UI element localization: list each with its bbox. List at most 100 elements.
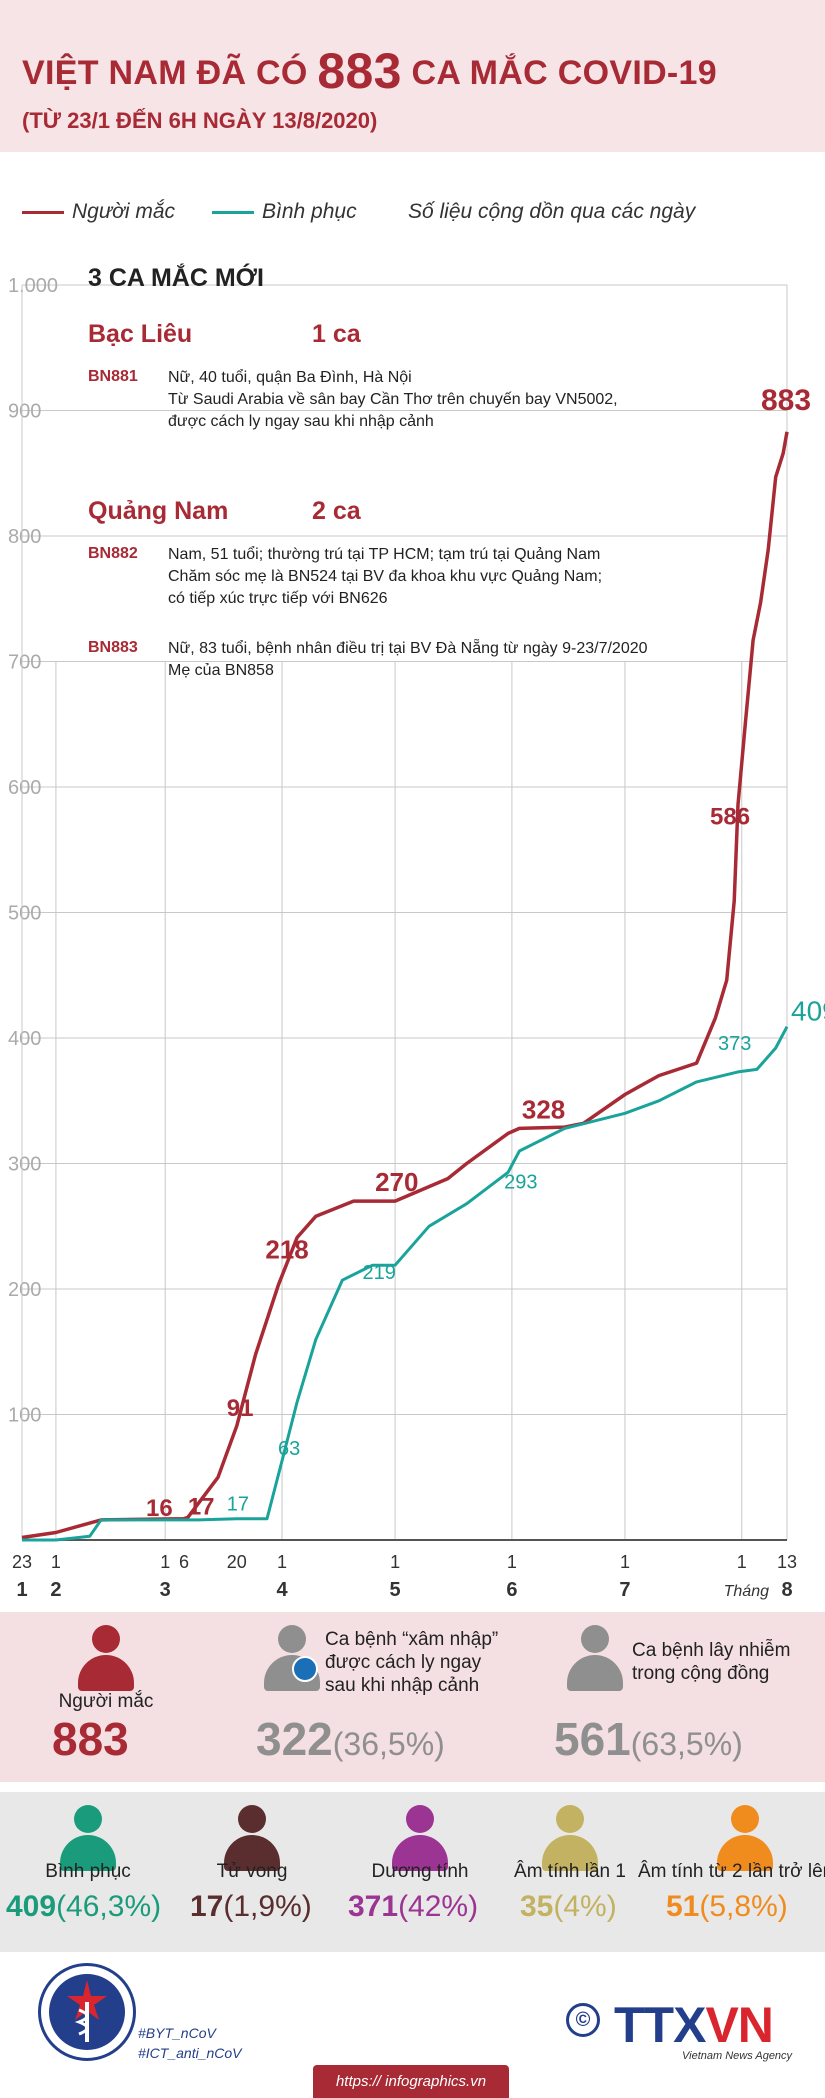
stat-label-line: sau khi nhập cảnh [325,1675,480,1696]
globe-icon [292,1656,318,1682]
x-axis-word: Tháng [724,1583,769,1600]
stat-label-line: được cách ly ngay [325,1652,482,1673]
person-icon [58,1805,118,1871]
patient-info: Nam, 51 tuổi; thường trú tại TP HCM; tạm… [168,544,602,610]
stat-value-group: 371(42%) [348,1890,478,1924]
x-tick-month: 2 [50,1579,61,1601]
stat-label: Bình phục [45,1861,131,1882]
x-tick-day: 1 [737,1552,747,1572]
header-band [0,0,825,152]
stat-value: 409 [6,1890,57,1923]
province-bac-lieu: Bạc Liêu [88,320,193,348]
data-label: 16 [146,1495,173,1522]
legend-recovered-label: Bình phục [262,200,357,223]
legend-recovered-swatch [212,210,254,214]
data-label: 373 [718,1033,751,1055]
data-label: 293 [504,1171,537,1193]
y-tick-label: 600 [8,777,41,799]
series-line-cases [21,431,789,1540]
person-icon [76,1625,136,1691]
stat-pct: (46,3%) [56,1890,162,1923]
legend-recovered: Bình phục [212,200,357,224]
province-quang-nam: Quảng Nam [88,497,229,525]
hashtags: #BYT_nCoV #ICT_anti_nCoV [138,2023,242,2063]
hashtag: #BYT_nCoV [138,2025,216,2041]
province-count: 1 ca [312,320,361,348]
patient-line: Nữ, 83 tuổi, bệnh nhân điều trị tại BV Đ… [168,640,648,657]
y-tick-label: 1.000 [8,275,58,297]
page-subtitle: (TỪ 23/1 ĐẾN 6H NGÀY 13/8/2020) [22,108,378,133]
stat-pct: (42%) [398,1890,479,1923]
y-tick-label: 400 [8,1028,41,1050]
ministry-of-health-seal-icon [38,1963,136,2061]
y-tick-label: 800 [8,526,41,548]
x-tick-month: 4 [276,1579,288,1601]
stat-pct: (5,8%) [699,1890,788,1923]
patient-code: BN882 [88,545,138,562]
stat-pct: (1,9%) [223,1890,312,1923]
x-tick-day: 20 [227,1552,247,1572]
data-label: 63 [278,1438,300,1460]
copyright-icon: © [566,2003,600,2037]
patient-info: Nữ, 83 tuổi, bệnh nhân điều trị tại BV Đ… [168,638,648,682]
patient-line: Từ Saudi Arabia về sân bay Cần Thơ trên … [168,391,618,408]
title-number: 883 [317,43,402,99]
stat-label: Dương tính [371,1861,469,1882]
x-tick-day: 1 [277,1552,287,1572]
stat-value: 371 [348,1890,399,1923]
patient-line: Nam, 51 tuổi; thường trú tại TP HCM; tạm… [168,546,601,563]
person-icon [565,1625,625,1691]
stat-label: Ca bệnh “xâm nhập” được cách ly ngay sau… [325,1628,498,1697]
x-tick-month: 7 [619,1579,630,1601]
person-icon [222,1805,282,1871]
data-label: 409 [791,996,825,1027]
x-tick-day: 1 [620,1552,630,1572]
stats-infection-source [0,1612,825,1782]
stat-value-group: 561(63,5%) [554,1712,743,1766]
data-label: 219 [362,1262,395,1284]
province-count: 2 ca [312,497,361,525]
data-label: 17 [188,1494,215,1521]
agency-subtitle: Vietnam News Agency [682,2050,793,2062]
data-label: 328 [522,1094,565,1124]
stat-value-group: 35(4%) [520,1890,617,1924]
patient-line: được cách ly ngay sau khi nhập cảnh [168,413,434,430]
data-label: 218 [265,1234,308,1264]
y-tick-label: 100 [8,1405,41,1427]
stat-label: Ca bệnh lây nhiễm trong cộng đồng [632,1639,790,1685]
person-icon [715,1805,775,1871]
x-tick-day: 1 [390,1552,400,1572]
legend-cases-swatch [22,210,64,214]
ttxvn-logo: TTXVN [614,1996,774,2054]
stat-label: Tử vong [216,1861,288,1882]
data-label: 17 [227,1494,249,1516]
patient-line: có tiếp xúc trực tiếp với BN626 [168,590,388,607]
y-tick-label: 500 [8,903,41,925]
title-suffix: CA MẮC COVID-19 [411,54,717,92]
stat-pct: (4%) [553,1890,617,1923]
site-url[interactable]: https:// infographics.vn [313,2065,509,2098]
data-label: 270 [375,1167,418,1197]
logo-ttx: TTX [614,1997,706,2053]
stat-value: 35 [520,1890,554,1923]
x-tick-day: 6 [179,1552,189,1572]
legend-note: Số liệu cộng dồn qua các ngày [408,200,696,223]
hashtag: #ICT_anti_nCoV [138,2045,242,2061]
y-tick-label: 700 [8,652,41,674]
x-tick-day: 23 [12,1552,32,1572]
stat-label: Âm tính từ 2 lần trở lên [638,1861,825,1882]
stat-value-group: 409(46,3%) [6,1890,161,1924]
legend-cases-label: Người mắc [72,200,176,223]
stat-value-group: 51(5,8%) [666,1890,788,1924]
stat-label: Người mắc [58,1691,154,1712]
stat-label-line: Ca bệnh lây nhiễm [632,1640,791,1661]
patient-code: BN881 [88,368,138,385]
stat-value: 17 [190,1890,224,1923]
stat-value: 561 [554,1713,631,1765]
x-tick-month: 1 [16,1579,27,1601]
legend-cases: Người mắc [22,200,175,224]
x-tick-month: 6 [506,1579,517,1601]
series-line-recovered [22,1025,789,1542]
x-tick-day: 13 [777,1552,797,1572]
stat-value: 51 [666,1890,700,1923]
